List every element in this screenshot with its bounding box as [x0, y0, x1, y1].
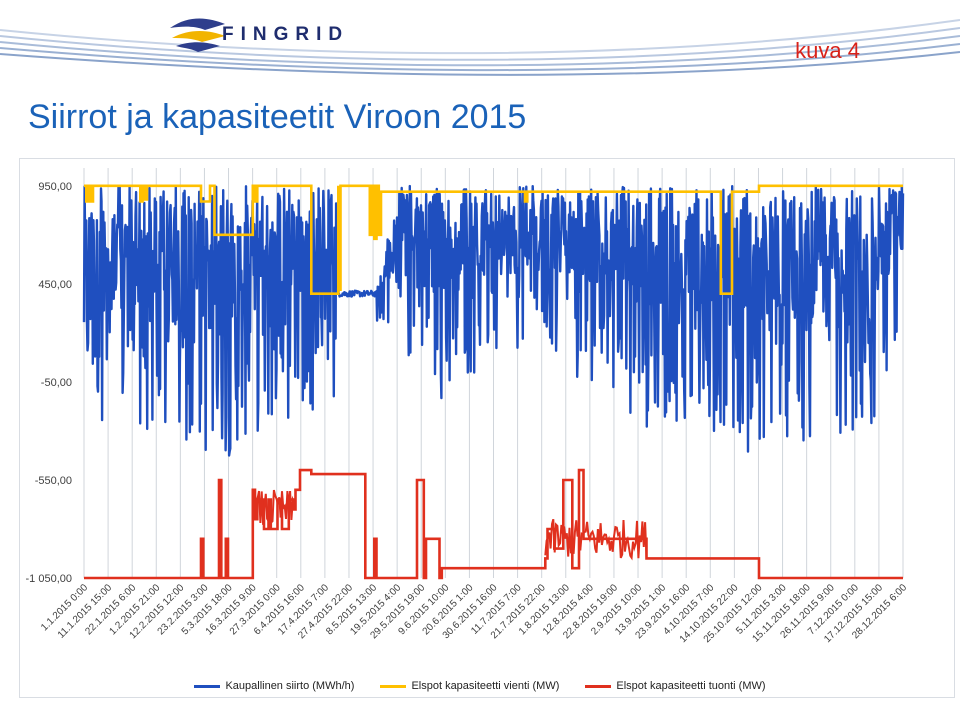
series-line-export-capacity — [84, 184, 903, 296]
series-line-transfer — [82, 184, 905, 457]
series-line-import-capacity-dense — [254, 489, 297, 525]
series-line-import-capacity — [84, 468, 903, 580]
legend-label-import-capacity: Elspot kapasiteetti tuonti (MW) — [616, 680, 766, 692]
legend-swatch-transfer — [194, 684, 221, 688]
y-tick-label: -550,00 — [35, 475, 72, 487]
y-tick-label: -50,00 — [41, 377, 72, 389]
slide-number-tag: kuva 4 — [795, 38, 860, 63]
y-tick-label: 450,00 — [38, 279, 72, 291]
chart-frame — [19, 158, 955, 698]
header-swoosh-band — [0, 19, 960, 76]
chart-legend: Kaupallinen siirto (MWh/h) Elspot kapasi… — [0, 677, 960, 695]
slide-title: Siirrot ja kapasiteetit Viroon 2015 — [28, 98, 527, 136]
y-tick-label: 950,00 — [38, 181, 72, 193]
legend-item-import-capacity: Elspot kapasiteetti tuonti (MW) — [585, 680, 766, 692]
y-tick-label: -1 050,00 — [26, 573, 72, 585]
series-line-import-capacity-dense — [544, 518, 648, 561]
legend-swatch-import-capacity — [585, 684, 612, 688]
legend-swatch-export-capacity — [380, 684, 407, 688]
fingrid-logo-icon — [170, 18, 225, 52]
logo-wordmark: FINGRID — [222, 24, 350, 45]
legend-label-transfer: Kaupallinen siirto (MWh/h) — [225, 680, 355, 692]
legend-label-export-capacity: Elspot kapasiteetti vienti (MW) — [411, 680, 560, 692]
legend-item-transfer: Kaupallinen siirto (MWh/h) — [194, 680, 354, 692]
legend-item-export-capacity: Elspot kapasiteetti vienti (MW) — [380, 680, 559, 692]
